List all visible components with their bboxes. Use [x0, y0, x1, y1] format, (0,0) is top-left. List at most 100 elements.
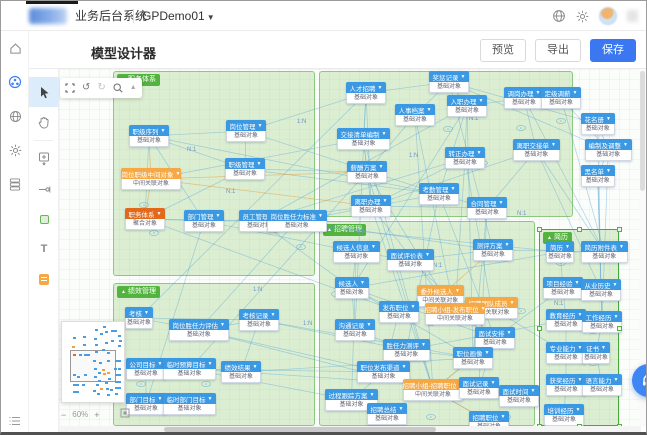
selection-handle[interactable]: [577, 227, 582, 232]
gear-icon[interactable]: [576, 10, 589, 23]
chevron-down-icon[interactable]: ▼: [318, 212, 323, 219]
model-node[interactable]: 招聘总结 ▼ 基础对象: [367, 403, 407, 425]
chevron-down-icon[interactable]: ▼: [606, 167, 611, 174]
model-node[interactable]: 岗位管理 ▼ 基础对象: [226, 120, 266, 142]
chevron-down-icon[interactable]: ▼: [565, 243, 570, 250]
chevron-down-icon[interactable]: ▼: [577, 311, 583, 318]
node-title[interactable]: 招聘总结 ▼: [367, 403, 407, 414]
node-title[interactable]: 入职办理 ▼: [447, 95, 487, 106]
node-title[interactable]: 岗位职级中间对象 ▼: [121, 168, 181, 179]
chevron-down-icon[interactable]: ▼: [156, 210, 162, 217]
chevron-down-icon[interactable]: ▼: [157, 360, 163, 367]
customer-service-fab[interactable]: [632, 364, 646, 397]
node-title[interactable]: 候选人 ▼: [335, 277, 369, 288]
node-title[interactable]: 培训经历 ▼: [544, 404, 584, 415]
tool-select-cursor[interactable]: [29, 77, 59, 107]
model-node[interactable]: 测评方案 ▼ 基础对象: [473, 239, 513, 261]
selection-handle[interactable]: [537, 424, 542, 426]
model-node[interactable]: 绩效结果 ▼ 基础对象: [221, 361, 261, 383]
chevron-down-icon[interactable]: ▼: [366, 321, 372, 328]
model-node[interactable]: 职位画像 ▼ 基础对象: [453, 347, 493, 369]
model-node[interactable]: 花名册 ▼ 基础对象: [581, 113, 615, 135]
chevron-down-icon[interactable]: ▼: [398, 405, 404, 412]
node-title[interactable]: 奖惩记录 ▼: [429, 71, 469, 82]
selection-handle[interactable]: [537, 227, 542, 232]
node-title[interactable]: 候选人信息 ▼: [333, 241, 380, 252]
model-node[interactable]: 工作经历 ▼ 基础对象: [582, 311, 622, 333]
node-title[interactable]: 部门管理 ▼: [184, 210, 224, 221]
chevron-down-icon[interactable]: ▼: [371, 243, 376, 250]
model-node[interactable]: 考勤管理 ▼ 基础对象: [419, 183, 459, 205]
model-node[interactable]: 职务体系 ▼ 聚合对象: [125, 208, 165, 230]
chevron-down-icon[interactable]: ▼: [425, 251, 430, 258]
model-node[interactable]: 奖惩记录 ▼ 基础对象: [429, 71, 469, 93]
sidebar-item-settings[interactable]: [1, 133, 29, 167]
node-title[interactable]: 离职办理 ▼: [351, 195, 391, 206]
model-node[interactable]: 定级调薪 ▼ 基础对象: [541, 87, 581, 109]
model-node[interactable]: 简历 ▼ 基础对象: [546, 241, 574, 263]
chevron-down-icon[interactable]: ▼: [207, 360, 213, 367]
chevron-down-icon[interactable]: ▼: [401, 363, 407, 370]
model-node[interactable]: 面试时间 ▼ 基础对象: [499, 385, 539, 407]
chevron-down-icon[interactable]: ▼: [504, 241, 510, 248]
selection-handle[interactable]: [537, 325, 542, 331]
node-title[interactable]: 薪酬方案 ▼: [347, 161, 387, 172]
fit-view-button[interactable]: [120, 408, 130, 422]
chevron-down-icon[interactable]: ▼: [500, 413, 506, 420]
chevron-down-icon[interactable]: ▼: [426, 106, 432, 113]
node-title[interactable]: 测评方案 ▼: [473, 239, 513, 250]
selection-handle[interactable]: [617, 325, 622, 331]
node-title[interactable]: 工作经历 ▼: [582, 311, 622, 322]
chevron-down-icon[interactable]: ▼: [619, 243, 624, 250]
model-node[interactable]: 语言能力 ▼ 基础对象: [582, 374, 622, 396]
node-title[interactable]: 职级管理 ▼: [225, 158, 265, 169]
model-node[interactable]: 调岗办理 ▼ 基础对象: [504, 87, 544, 109]
undo-icon[interactable]: ↺: [82, 82, 91, 93]
chevron-down-icon[interactable]: ▼: [382, 197, 388, 204]
tool-shape-rect[interactable]: [29, 204, 59, 234]
model-node[interactable]: 编制及调整 ▼ 基础对象: [585, 139, 632, 161]
chevron-down-icon[interactable]: ▼: [509, 299, 515, 306]
node-title[interactable]: 人事档案 ▼: [395, 104, 435, 115]
node-title[interactable]: 岗位管理 ▼: [226, 120, 266, 131]
model-node[interactable]: 职位发布渠道 ▼ 基础对象: [357, 361, 410, 383]
chevron-down-icon[interactable]: ▼: [577, 344, 583, 351]
node-title[interactable]: 调岗办理 ▼: [504, 87, 544, 98]
chevron-down-icon[interactable]: ▼: [378, 163, 384, 170]
node-title[interactable]: 转正办理 ▼: [445, 147, 485, 158]
chevron-down-icon[interactable]: ▼: [613, 376, 619, 383]
chevron-down-icon[interactable]: ▼: [360, 279, 365, 286]
model-node[interactable]: 职级管理 ▼ 基础对象: [225, 158, 265, 180]
node-title[interactable]: 考核记录 ▼: [239, 309, 279, 320]
node-title[interactable]: 绩效结果 ▼: [221, 361, 261, 372]
model-node[interactable]: 从业历史 ▼ 基础对象: [581, 279, 621, 301]
chevron-down-icon[interactable]: ▼: [369, 391, 375, 398]
node-title[interactable]: 临时部门目标 ▼: [163, 393, 216, 404]
chevron-down-icon[interactable]: ▼: [175, 170, 181, 177]
node-title[interactable]: 从业历史 ▼: [581, 279, 621, 290]
model-node[interactable]: 岗位胜任力标准 ▼ 基础对象: [267, 210, 327, 232]
node-title[interactable]: 职务体系 ▼: [125, 208, 165, 219]
model-node[interactable]: 教育经历 ▼ 基础对象: [546, 309, 586, 331]
horizontal-scrollbar-thumb[interactable]: [164, 427, 436, 432]
node-title[interactable]: 面试安排 ▼: [475, 327, 515, 338]
node-title[interactable]: 简历附件表 ▼: [581, 241, 628, 252]
model-node[interactable]: 培训经历 ▼ 基础对象: [544, 404, 584, 426]
chevron-down-icon[interactable]: ▼: [506, 329, 512, 336]
node-title[interactable]: 临时预算目标 ▼: [163, 358, 216, 369]
avatar[interactable]: [599, 7, 617, 25]
chevron-down-icon[interactable]: ▼: [612, 281, 618, 288]
model-node[interactable]: 发布职位 ▼ 基础对象: [379, 301, 419, 323]
export-button[interactable]: 导出: [535, 39, 581, 62]
model-node[interactable]: 岗位职级中间对象 ▼ 中间关联对象: [121, 168, 181, 190]
chevron-down-icon[interactable]: ▼: [601, 344, 606, 351]
save-button[interactable]: 保存: [590, 39, 636, 62]
selection-handle[interactable]: [617, 227, 622, 232]
model-node[interactable]: 人才招聘 ▼ 基础对象: [346, 82, 386, 104]
chevron-down-icon[interactable]: ▼: [381, 130, 387, 137]
chevron-down-icon[interactable]: ▼: [574, 279, 580, 286]
model-node[interactable]: 项目经验 ▼ 基础对象: [543, 277, 583, 299]
chevron-down-icon[interactable]: ▼: [270, 311, 276, 318]
chevron-down-icon[interactable]: ▼: [256, 160, 262, 167]
model-node[interactable]: 岗位胜任力评估 ▼ 基础对象: [169, 319, 229, 341]
